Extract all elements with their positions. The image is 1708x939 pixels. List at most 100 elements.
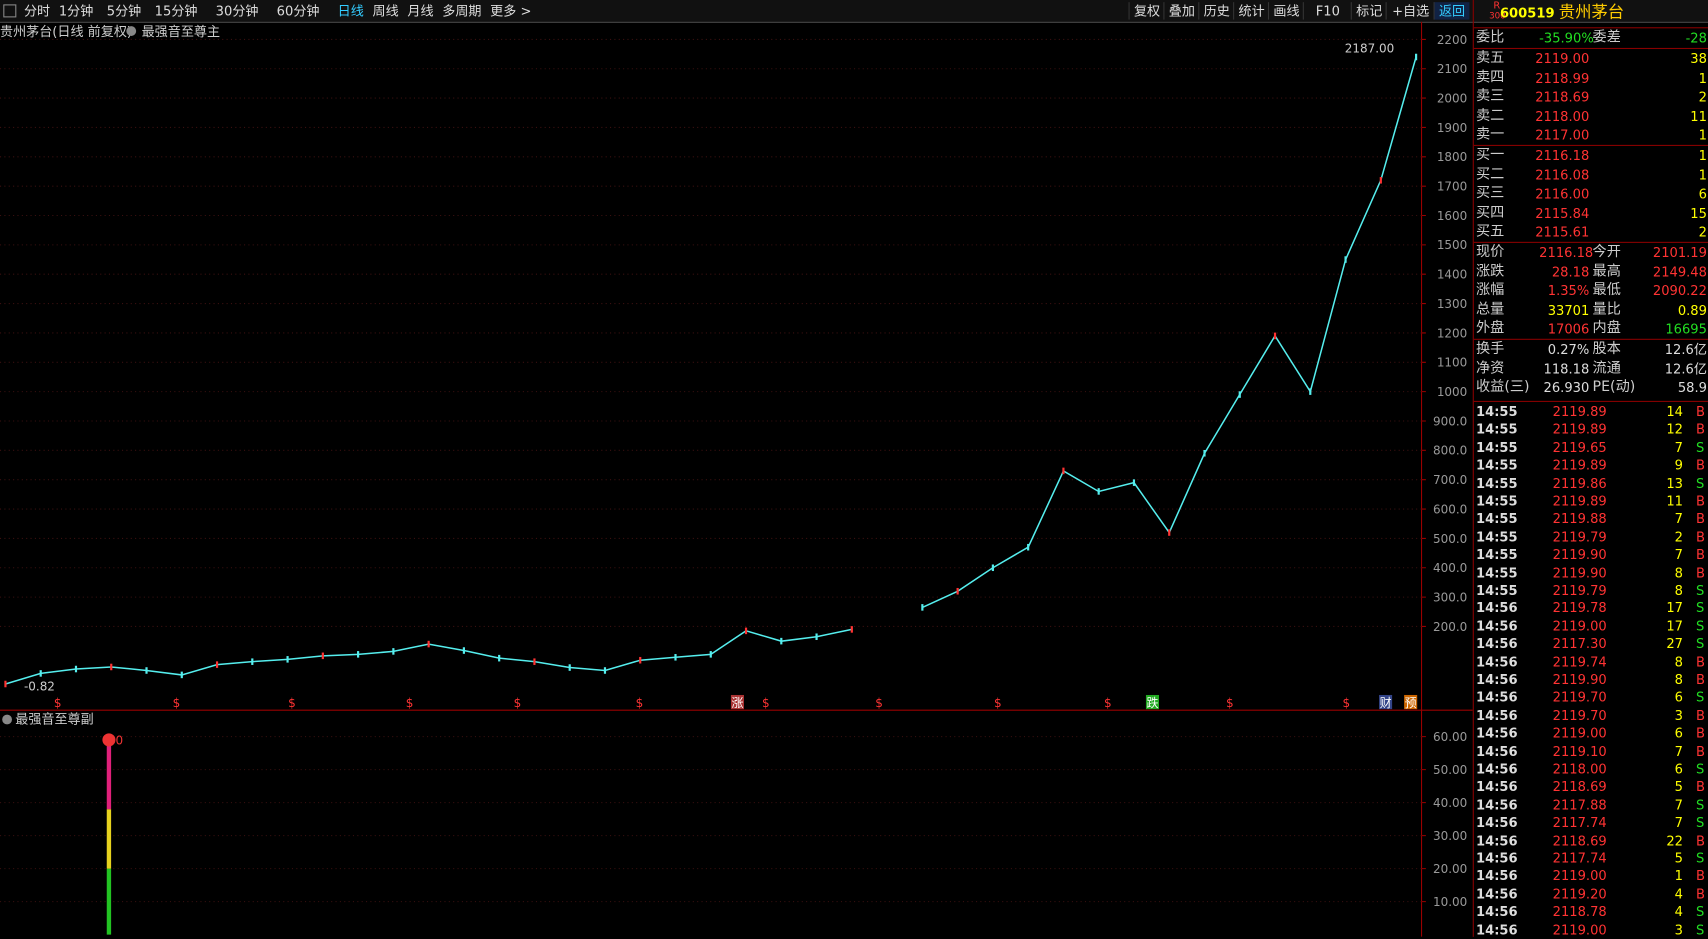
trade-price: 2117.88: [1552, 797, 1607, 813]
divider: [1473, 241, 1708, 243]
book-label: 卖四: [1476, 69, 1505, 86]
value: 58.9: [1677, 380, 1707, 396]
tool-button[interactable]: 画线: [1267, 2, 1304, 20]
indicator-name[interactable]: 最强音至尊主: [141, 23, 221, 40]
trade-side: B: [1696, 832, 1706, 849]
book-label: 买一: [1476, 147, 1505, 164]
book-volume: 15: [1690, 205, 1707, 221]
candle: [286, 656, 289, 663]
tool-button[interactable]: 标记: [1350, 2, 1387, 20]
trade-volume: 9: [1674, 457, 1683, 473]
period-tab[interactable]: 日线: [337, 3, 364, 19]
book-price: 2118.99: [1535, 70, 1590, 86]
trade-side: S: [1696, 475, 1705, 491]
tool-button[interactable]: +自选: [1385, 2, 1435, 20]
signal: 跌: [1146, 695, 1158, 710]
candle: [815, 633, 818, 641]
tool-button[interactable]: F10: [1302, 2, 1352, 20]
book-price: 2118.00: [1535, 108, 1590, 124]
trade-price: 2119.70: [1552, 707, 1607, 724]
y-tick-label: 500.0: [1433, 532, 1467, 546]
trade-price: 2119.78: [1552, 600, 1607, 616]
trade-price: 2119.65: [1552, 439, 1607, 456]
book-volume: 11: [1690, 108, 1707, 124]
value: 28.18: [1551, 264, 1590, 280]
trade-time: 14:55: [1476, 493, 1518, 509]
period-tab[interactable]: 周线: [372, 3, 399, 19]
y-tick-label: 1500: [1437, 238, 1467, 252]
period-tab[interactable]: 更多 >: [490, 3, 532, 19]
tool-button[interactable]: 叠加: [1163, 2, 1199, 20]
sub-title[interactable]: 最强音至尊副: [15, 711, 94, 727]
label: 外盘: [1476, 320, 1505, 338]
trade-time: 14:56: [1476, 636, 1518, 652]
trade-time: 14:56: [1476, 707, 1518, 724]
label: 委比: [1476, 29, 1505, 46]
trade-time: 14:56: [1476, 654, 1518, 670]
candle: [1132, 479, 1136, 486]
tool-button[interactable]: 历史: [1198, 2, 1234, 20]
y-tick-label: 1200: [1437, 326, 1467, 340]
candle: [1344, 256, 1347, 263]
candle: [39, 670, 42, 677]
trade-side: S: [1696, 618, 1705, 634]
trade-side: S: [1696, 582, 1705, 599]
signal: $: [762, 696, 770, 710]
candle: [1238, 391, 1241, 398]
period-tab[interactable]: 5分钟: [106, 3, 142, 19]
book-label: 买三: [1476, 185, 1505, 202]
trade-price: 2119.00: [1552, 922, 1607, 938]
trade-price: 2119.86: [1552, 475, 1607, 491]
marker-label: 0: [115, 733, 123, 747]
badge: 300: [1489, 10, 1506, 21]
period-tab[interactable]: 多周期: [442, 3, 482, 19]
trade-volume: 8: [1674, 654, 1683, 670]
trade-price: 2119.70: [1552, 689, 1607, 706]
period-tab[interactable]: 1分钟: [58, 3, 94, 19]
candle: [603, 667, 607, 674]
trade-side: S: [1696, 850, 1705, 866]
period-tab[interactable]: 30分钟: [215, 3, 259, 19]
trade-side: B: [1696, 511, 1706, 527]
book-label: 买二: [1476, 166, 1505, 183]
y-tick-label: 2000: [1437, 91, 1467, 105]
label: 涨跌: [1476, 263, 1505, 280]
period-tab[interactable]: 60分钟: [276, 3, 320, 19]
tool-button[interactable]: 返回: [1433, 2, 1470, 20]
trade-price: 2117.30: [1552, 636, 1607, 652]
trade-time: 14:56: [1476, 904, 1518, 920]
label: 涨幅: [1476, 282, 1505, 299]
trade-side: B: [1696, 886, 1706, 902]
period-tab[interactable]: 分时: [23, 3, 51, 19]
trade-side: B: [1696, 547, 1706, 563]
trade-volume: 7: [1674, 547, 1683, 563]
signal: $: [994, 696, 1002, 710]
trade-volume: 4: [1674, 886, 1683, 902]
trade-side: B: [1696, 564, 1706, 581]
value: 2101.19: [1652, 245, 1707, 261]
tool-button[interactable]: 统计: [1233, 2, 1269, 20]
trade-time: 14:55: [1476, 582, 1518, 599]
trade-side: B: [1696, 868, 1706, 884]
period-tab[interactable]: 月线: [407, 3, 434, 19]
value: 118.18: [1543, 361, 1590, 377]
period-tab[interactable]: 15分钟: [154, 3, 198, 19]
candle: [251, 658, 254, 665]
trade-side: S: [1696, 600, 1705, 616]
signal-badge: [1379, 694, 1393, 710]
y-tick-label: 600.0: [1433, 502, 1467, 516]
indicator-bar: [106, 868, 112, 935]
y-tick-label: 1300: [1437, 297, 1467, 311]
book-volume: 2: [1698, 224, 1707, 241]
trade-side: S: [1696, 815, 1705, 831]
tool-button[interactable]: 复权: [1128, 2, 1165, 20]
menu-icon: [3, 4, 17, 18]
signal: $: [288, 696, 296, 710]
value: 12.6亿: [1664, 342, 1707, 358]
label: 股本: [1592, 340, 1621, 358]
trade-time: 14:56: [1476, 868, 1518, 884]
signal: $: [1104, 696, 1112, 710]
book-volume: 1: [1698, 127, 1707, 144]
collapse-icon: [126, 26, 137, 36]
y-tick-label: 2100: [1437, 62, 1467, 76]
